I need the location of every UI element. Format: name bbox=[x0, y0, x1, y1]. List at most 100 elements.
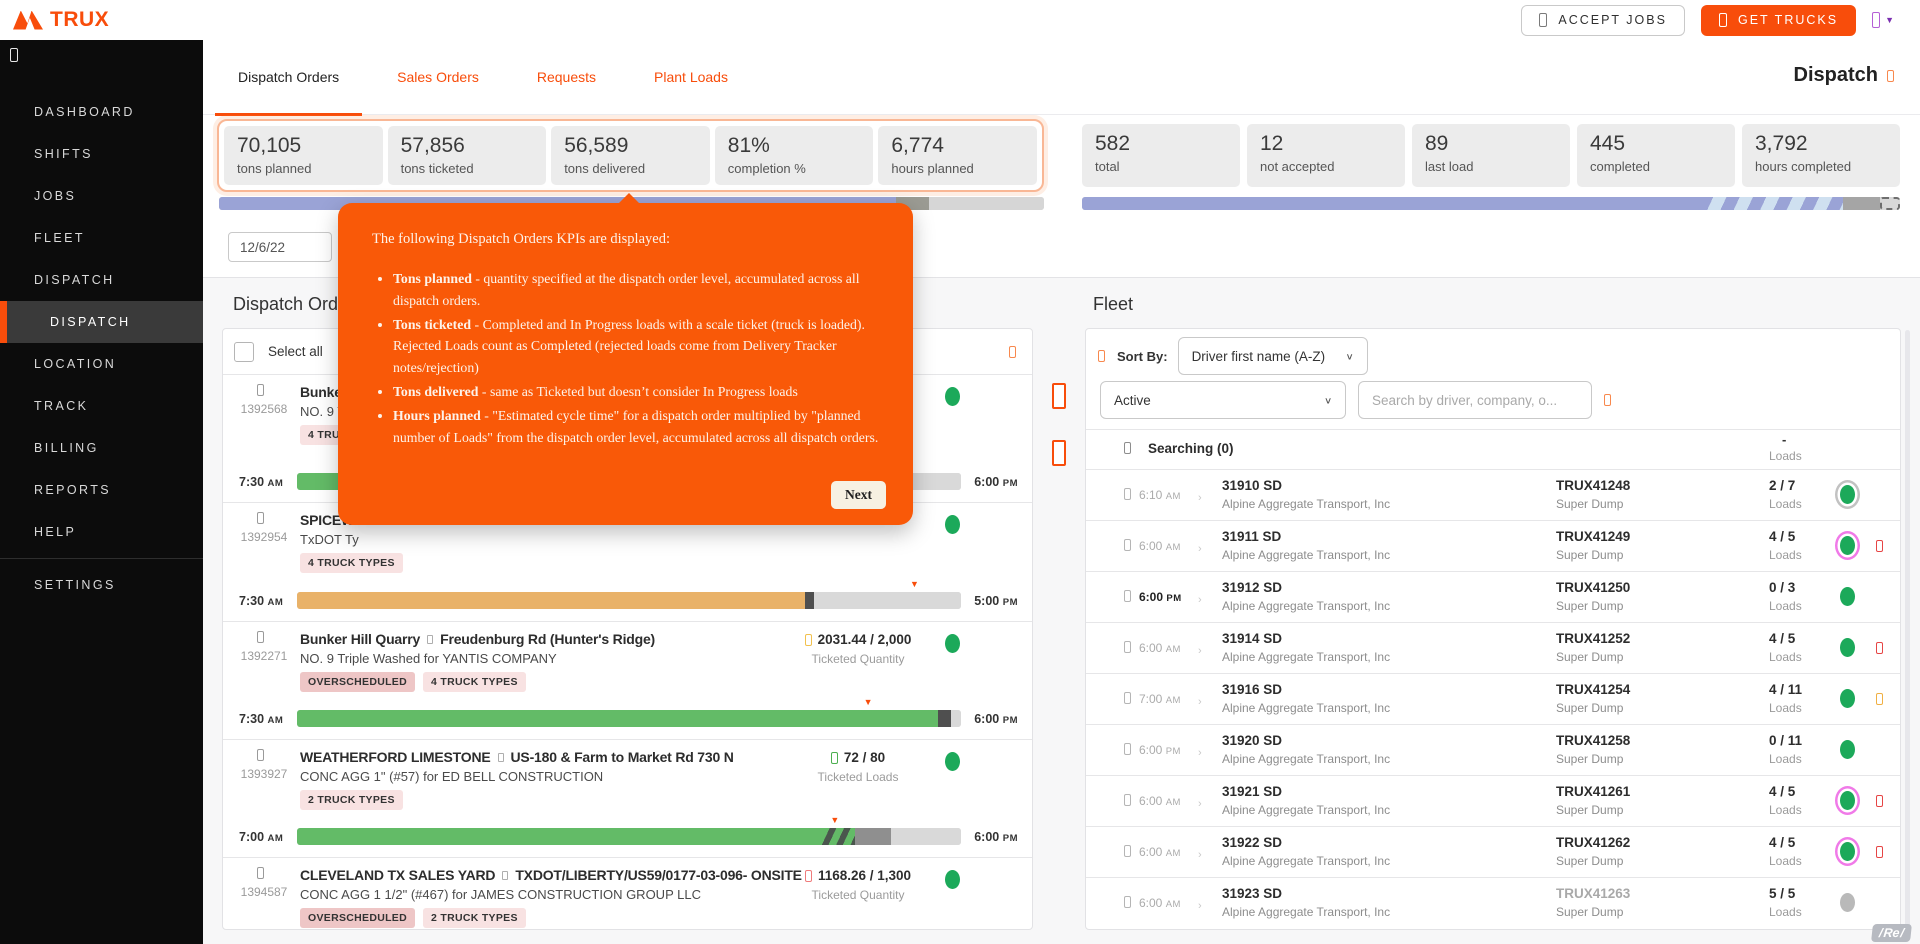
tour-next-button[interactable]: Next bbox=[831, 481, 886, 509]
shift-time: 6:00 AM bbox=[1139, 641, 1181, 655]
fleet-row[interactable]: 6:10 AM › 31910 SD Alpine Aggregate Tran… bbox=[1086, 469, 1900, 520]
truck-id: TRUX41263 bbox=[1556, 886, 1631, 901]
select-all-checkbox[interactable] bbox=[234, 341, 254, 362]
chevron-down-icon: ∨ bbox=[1323, 395, 1332, 406]
kpi-completion: 81% completion % bbox=[714, 126, 874, 185]
ticket-icon bbox=[804, 869, 812, 882]
tab-requests[interactable]: Requests bbox=[536, 69, 597, 85]
alert-icon bbox=[1876, 641, 1883, 659]
clock-icon bbox=[1124, 590, 1131, 602]
fleet-group-header[interactable]: Searching (0) - Loads bbox=[1086, 430, 1900, 469]
expand-panel-icon[interactable] bbox=[1052, 383, 1066, 409]
schedule-marker-icon: ▼ bbox=[863, 697, 873, 707]
kpi-completed: 445 completed bbox=[1577, 124, 1735, 187]
fleet-row[interactable]: 6:00 PM › 31920 SD Alpine Aggregate Tran… bbox=[1086, 724, 1900, 775]
filter-icon[interactable] bbox=[1009, 345, 1016, 358]
loads-label: Loads bbox=[1769, 803, 1802, 817]
sidebar-item-billing[interactable]: BILLING bbox=[34, 441, 99, 455]
sidebar-item-fleet[interactable]: FLEET bbox=[34, 231, 85, 245]
kpi-tons-ticketed: 57,856 tons ticketed bbox=[387, 126, 547, 185]
order-row[interactable]: 1393927 WEATHERFORD LIMESTONE US-180 & F… bbox=[223, 739, 1032, 857]
sidebar-item-dispatch[interactable]: DISPATCH bbox=[34, 273, 115, 287]
fleet-progress-bar bbox=[1082, 197, 1900, 210]
driver-name: 31911 SD bbox=[1222, 529, 1282, 544]
driver-name: 31916 SD bbox=[1222, 682, 1283, 697]
sidebar-item-dispatch-active[interactable]: DISPATCH bbox=[0, 301, 203, 343]
clock-icon bbox=[1124, 794, 1131, 806]
driver-name: 31910 SD bbox=[1222, 478, 1283, 493]
fleet-row[interactable]: 6:00 PM › 31912 SD Alpine Aggregate Tran… bbox=[1086, 571, 1900, 622]
sidebar-item-jobs[interactable]: JOBS bbox=[34, 189, 77, 203]
fleet-row[interactable]: 6:00 AM › 31914 SD Alpine Aggregate Tran… bbox=[1086, 622, 1900, 673]
truck-type: Super Dump bbox=[1556, 854, 1624, 868]
kpi-hours-planned: 6,774 hours planned bbox=[878, 126, 1037, 185]
order-row[interactable]: 1394587 CLEVELAND TX SALES YARD TXDOT/LI… bbox=[223, 857, 1032, 929]
driver-company: Alpine Aggregate Transport, Inc bbox=[1222, 701, 1391, 715]
fleet-row[interactable]: 6:00 AM › 31911 SD Alpine Aggregate Tran… bbox=[1086, 520, 1900, 571]
tab-plant-loads[interactable]: Plant Loads bbox=[654, 69, 728, 85]
loads-label: Loads bbox=[1769, 854, 1802, 868]
tour-intro: The following Dispatch Orders KPIs are d… bbox=[372, 231, 670, 247]
truck-types-badge: 2 TRUCK TYPES bbox=[300, 790, 403, 810]
truck-type: Super Dump bbox=[1556, 497, 1624, 511]
status-dot bbox=[1840, 740, 1855, 759]
truck-types-badge: 4 TRUCK TYPES bbox=[423, 672, 526, 692]
dispatch-kpi-group-highlighted: 70,105 tons planned 57,856 tons ticketed… bbox=[217, 119, 1044, 192]
sidebar-item-reports[interactable]: REPORTS bbox=[34, 483, 111, 497]
shift-time: 7:00 AM bbox=[1139, 692, 1181, 706]
driver-company: Alpine Aggregate Transport, Inc bbox=[1222, 752, 1391, 766]
fleet-search-input[interactable] bbox=[1358, 381, 1592, 419]
order-material: CONC AGG 1 1/2" (#467) for JAMES CONSTRU… bbox=[300, 887, 701, 902]
collapse-panel-icon[interactable] bbox=[1052, 440, 1066, 466]
truck-type: Super Dump bbox=[1556, 803, 1624, 817]
status-filter-select[interactable]: Active ∨ bbox=[1100, 381, 1346, 419]
loads-label: Loads bbox=[1769, 650, 1802, 664]
sort-by-label: Sort By: bbox=[1117, 348, 1168, 364]
trux-logo[interactable]: TRUX bbox=[0, 8, 109, 32]
sidebar-item-dashboard[interactable]: DASHBOARD bbox=[34, 105, 135, 119]
driver-company: Alpine Aggregate Transport, Inc bbox=[1222, 497, 1391, 511]
kpi-tour-tooltip: The following Dispatch Orders KPIs are d… bbox=[338, 193, 913, 525]
sidebar-item-settings[interactable]: SETTINGS bbox=[34, 578, 116, 592]
sidebar-item-track[interactable]: TRACK bbox=[34, 399, 89, 413]
sort-by-select[interactable]: Driver first name (A-Z) ∨ bbox=[1177, 337, 1368, 375]
sidebar-item-shifts[interactable]: SHIFTS bbox=[34, 147, 93, 161]
loads-count: 4 / 5 bbox=[1769, 631, 1796, 646]
order-row[interactable]: 1392271 Bunker Hill Quarry Freudenburg R… bbox=[223, 621, 1032, 739]
tab-sales-orders[interactable]: Sales Orders bbox=[397, 69, 479, 85]
driver-company: Alpine Aggregate Transport, Inc bbox=[1222, 650, 1391, 664]
date-picker[interactable] bbox=[228, 232, 332, 262]
ticketed-quantity-value: 2031.44 / 2,000 bbox=[788, 632, 928, 647]
alert-icon bbox=[1876, 539, 1883, 557]
filter-icon[interactable] bbox=[1604, 394, 1611, 406]
sidebar-item-location[interactable]: LOCATION bbox=[34, 357, 117, 371]
warning-icon bbox=[1876, 692, 1883, 710]
loads-count: 4 / 5 bbox=[1769, 835, 1796, 850]
end-time: 5:00 PM bbox=[974, 594, 1018, 608]
get-trucks-button[interactable]: GET TRUCKS bbox=[1700, 4, 1857, 36]
fleet-row[interactable]: 7:00 AM › 31916 SD Alpine Aggregate Tran… bbox=[1086, 673, 1900, 724]
loads-label: Loads bbox=[1769, 599, 1802, 613]
kpi-total: 582 total bbox=[1082, 124, 1240, 187]
user-menu[interactable]: ▼ bbox=[1872, 12, 1894, 28]
expand-group-icon[interactable] bbox=[1124, 442, 1131, 454]
accept-jobs-button[interactable]: ACCEPT JOBS bbox=[1521, 4, 1685, 36]
schedule-marker-icon: ▼ bbox=[830, 815, 840, 825]
driver-name: 31923 SD bbox=[1222, 886, 1283, 901]
shift-time: 6:00 PM bbox=[1139, 743, 1181, 757]
fleet-row[interactable]: 6:00 AM › 31922 SD Alpine Aggregate Tran… bbox=[1086, 826, 1900, 877]
settings-gear-icon[interactable] bbox=[1887, 69, 1894, 82]
orders-toolbar: Select all bbox=[223, 329, 1032, 374]
fleet-row[interactable]: 6:00 AM › 31923 SD Alpine Aggregate Tran… bbox=[1086, 877, 1900, 928]
driver-company: Alpine Aggregate Transport, Inc bbox=[1222, 548, 1391, 562]
sidebar-item-help[interactable]: HELP bbox=[34, 525, 77, 539]
tour-bullet-list: Tons planned - quantity specified at the… bbox=[372, 268, 879, 448]
status-dot bbox=[945, 870, 960, 889]
tab-dispatch-orders[interactable]: Dispatch Orders bbox=[215, 40, 363, 116]
status-dot bbox=[1840, 638, 1855, 657]
menu-icon[interactable] bbox=[10, 48, 18, 62]
start-time: 7:00 AM bbox=[239, 830, 284, 844]
kpi-not-accepted: 12 not accepted bbox=[1247, 124, 1405, 187]
fleet-row[interactable]: 6:00 AM › 31921 SD Alpine Aggregate Tran… bbox=[1086, 775, 1900, 826]
fleet-scrollbar[interactable] bbox=[1905, 330, 1910, 928]
